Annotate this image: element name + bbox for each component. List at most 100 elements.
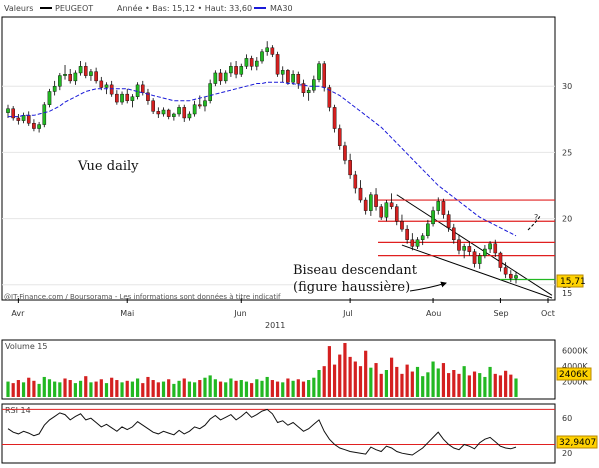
volume-bar xyxy=(37,383,41,397)
trend-lines xyxy=(396,194,553,299)
volume-bar xyxy=(265,376,269,397)
candle-body xyxy=(472,251,477,264)
volume-bar xyxy=(301,381,306,397)
volume-bar xyxy=(234,380,238,397)
volume-bar xyxy=(400,373,404,397)
volume-bar xyxy=(244,381,249,397)
view-label: Vue daily xyxy=(77,159,139,174)
volume-bar xyxy=(208,375,212,397)
candle-body xyxy=(161,109,166,115)
month-label: Mai xyxy=(120,309,134,318)
volume-bar xyxy=(172,383,176,397)
volume-bar xyxy=(53,381,57,397)
volume-y-tick: 4000K xyxy=(562,362,588,371)
volume-bar xyxy=(198,380,202,397)
candle-body xyxy=(426,223,430,236)
volume-bar xyxy=(348,356,352,397)
volume-bar xyxy=(6,381,10,397)
volume-bar xyxy=(462,366,466,397)
candle-body xyxy=(52,85,57,92)
volume-bar xyxy=(135,378,140,397)
price-y-tick: 30 xyxy=(562,82,572,91)
candle-body xyxy=(306,89,311,94)
last-price-bg xyxy=(556,274,584,288)
candle-body xyxy=(172,113,176,117)
rsi-y-tick: 60 xyxy=(562,414,572,423)
candle-body xyxy=(394,206,399,222)
candle-body xyxy=(260,51,264,62)
volume-bar xyxy=(78,380,83,397)
candle-body xyxy=(301,83,306,94)
candle-body xyxy=(104,84,109,88)
candle-body xyxy=(353,174,358,189)
candle-body xyxy=(109,84,114,95)
candle-body xyxy=(343,145,347,161)
volume-bar xyxy=(63,378,67,397)
volume-bar xyxy=(395,366,399,397)
candle-body xyxy=(327,87,332,108)
header-ma-label: MA30 xyxy=(270,4,293,13)
price-y-tick: 20 xyxy=(562,215,572,224)
volume-bar xyxy=(250,383,254,397)
volume-bar xyxy=(364,350,368,397)
candle-body xyxy=(275,54,280,75)
candle-body xyxy=(140,84,145,94)
candle-body xyxy=(229,66,233,74)
candle-body xyxy=(249,58,254,67)
volume-bar xyxy=(441,363,446,397)
volume-bar xyxy=(374,363,378,397)
volume-bar xyxy=(488,366,492,397)
candle-body xyxy=(78,66,83,74)
candle-body xyxy=(130,96,135,101)
volume-bar xyxy=(47,379,52,397)
candle-body xyxy=(286,70,290,83)
candle-body xyxy=(234,66,238,75)
header: Valeurs PEUGEOT Année • Bas: 15,12 • Hau… xyxy=(4,3,293,13)
candle-body xyxy=(265,47,269,52)
candle-body xyxy=(166,109,171,117)
volume-bar xyxy=(275,381,280,397)
volume-bar xyxy=(11,383,15,397)
volume-y-axis: 2000K 4000K 6000K xyxy=(562,347,588,387)
volume-bar xyxy=(358,366,363,397)
volume-y-tick: 6000K xyxy=(562,347,588,356)
candle-body xyxy=(208,83,212,101)
volume-bar xyxy=(327,346,331,397)
pattern-label-line1: Biseau descendant xyxy=(293,263,418,278)
candle-body xyxy=(83,66,88,76)
volume-bar xyxy=(291,380,295,397)
volume-bar xyxy=(343,343,347,397)
volume-bar xyxy=(514,378,518,397)
candle-body xyxy=(374,194,378,207)
candle-body xyxy=(493,243,498,254)
candle-body xyxy=(197,104,202,107)
volume-bar xyxy=(161,381,166,397)
volume-bar xyxy=(472,371,477,397)
candle-body xyxy=(213,72,218,84)
volume-bar xyxy=(504,370,508,397)
volume-bar xyxy=(151,380,155,397)
month-label: Aou xyxy=(426,309,441,318)
volume-bar xyxy=(457,373,461,397)
candle-body xyxy=(120,93,124,103)
candle-body xyxy=(177,107,181,115)
volume-bar xyxy=(431,361,435,397)
volume-bar xyxy=(21,382,26,397)
candle-body xyxy=(99,80,104,88)
volume-bar xyxy=(42,376,46,397)
volume-bar xyxy=(156,382,160,397)
volume-bar xyxy=(436,368,440,397)
candle-body xyxy=(11,108,15,119)
candle-body xyxy=(42,104,47,125)
candle-body xyxy=(125,93,130,101)
question-mark: ? xyxy=(534,213,538,222)
candle-body xyxy=(358,187,363,201)
volume-bar xyxy=(141,383,145,397)
candle-body xyxy=(156,111,161,115)
candle-body xyxy=(244,58,249,67)
candle-body xyxy=(457,239,461,251)
volume-bar xyxy=(426,372,430,397)
volume-bar xyxy=(452,370,456,397)
candle-body xyxy=(509,273,513,279)
candle-body xyxy=(420,235,425,240)
